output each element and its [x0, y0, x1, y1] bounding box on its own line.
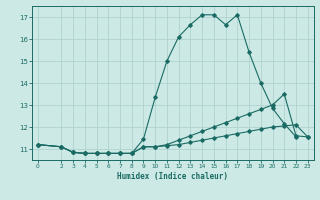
X-axis label: Humidex (Indice chaleur): Humidex (Indice chaleur)	[117, 172, 228, 181]
